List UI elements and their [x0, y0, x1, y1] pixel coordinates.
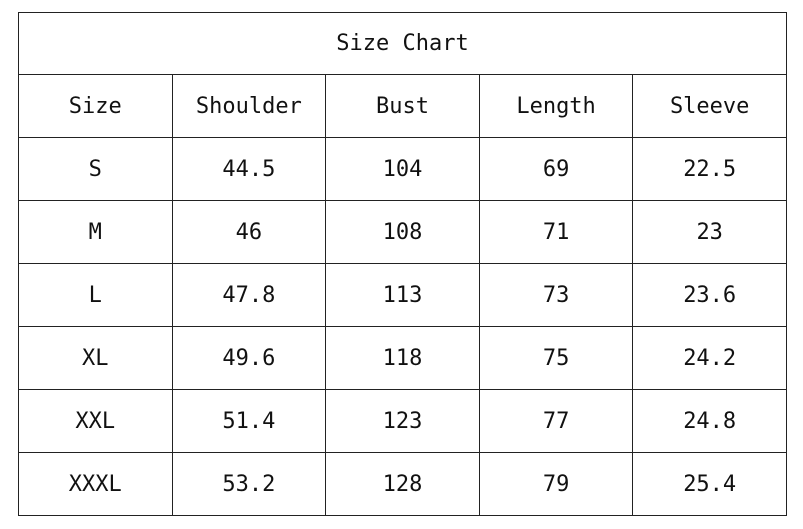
size-chart-table: Size Chart Size Shoulder Bust Length Sleeve … — [18, 12, 787, 516]
table-row: XXXL 53.2 128 79 25.4 — [18, 452, 787, 516]
header-row: Size Shoulder Bust Length Sleeve — [18, 74, 787, 138]
table-cell: 44.5 — [171, 137, 327, 201]
table-cell: 53.2 — [171, 452, 327, 516]
table-cell: 128 — [325, 452, 480, 516]
table-cell: XXXL — [18, 452, 173, 516]
table-cell: XXL — [18, 389, 173, 453]
table-cell: 77 — [478, 389, 634, 453]
column-header: Shoulder — [171, 74, 327, 138]
table-cell: 23 — [632, 200, 787, 264]
table-cell: 25.4 — [632, 452, 787, 516]
table-cell: 22.5 — [632, 137, 787, 201]
table-cell: 79 — [478, 452, 634, 516]
table-cell: 24.2 — [632, 326, 787, 390]
table-cell: 51.4 — [171, 389, 327, 453]
table-title: Size Chart — [18, 12, 787, 75]
table-row: M 46 108 71 23 — [18, 200, 787, 264]
table-cell: 23.6 — [632, 263, 787, 327]
column-header: Length — [478, 74, 634, 138]
column-header: Size — [18, 74, 173, 138]
table-row: XL 49.6 118 75 24.2 — [18, 326, 787, 390]
table-cell: S — [18, 137, 173, 201]
table-cell: 75 — [478, 326, 634, 390]
table-cell: 46 — [171, 200, 327, 264]
table-cell: M — [18, 200, 173, 264]
table-cell: L — [18, 263, 173, 327]
table-cell: 123 — [325, 389, 480, 453]
table-row: L 47.8 113 73 23.6 — [18, 263, 787, 327]
table-cell: 118 — [325, 326, 480, 390]
column-header: Bust — [325, 74, 480, 138]
table-cell: 47.8 — [171, 263, 327, 327]
table-cell: 113 — [325, 263, 480, 327]
column-header: Sleeve — [632, 74, 787, 138]
table-cell: XL — [18, 326, 173, 390]
table-cell: 71 — [478, 200, 634, 264]
table-cell: 73 — [478, 263, 634, 327]
table-cell: 24.8 — [632, 389, 787, 453]
table-cell: 69 — [478, 137, 634, 201]
table-row: XXL 51.4 123 77 24.8 — [18, 389, 787, 453]
table-body: S 44.5 104 69 22.5 M 46 108 71 23 L 47.8 113 73 23.6 XL… — [18, 137, 787, 516]
table-cell: 108 — [325, 200, 480, 264]
table-row: S 44.5 104 69 22.5 — [18, 137, 787, 201]
table-cell: 49.6 — [171, 326, 327, 390]
table-cell: 104 — [325, 137, 480, 201]
